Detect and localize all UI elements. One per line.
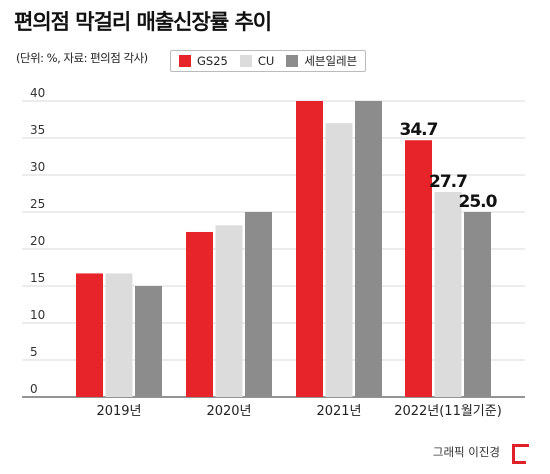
legend-swatch-seven-eleven	[286, 55, 299, 67]
x-category-label: 2020년	[206, 404, 251, 419]
bar-cu	[105, 273, 133, 397]
x-category-label: 2019년	[96, 404, 141, 419]
credit: 그래픽 이진경	[432, 445, 500, 459]
y-axis-ticks: 0 5 10 15 20 25 30 35 40	[30, 86, 45, 396]
y-tick-label: 10	[30, 308, 45, 322]
chart-title: 편의점 막걸리 매출신장률 추이	[14, 10, 272, 34]
y-tick-label: 35	[30, 123, 45, 137]
legend-label-cu: CU	[257, 54, 275, 68]
publisher-logo-icon	[512, 444, 529, 464]
bar-cu	[434, 192, 462, 397]
bar-seven-eleven	[355, 101, 382, 397]
bar-seven-eleven	[135, 286, 162, 397]
legend: GS25 CU 세븐일레븐	[170, 50, 367, 72]
bar-seven-eleven	[464, 212, 491, 397]
x-axis-categories: 2019년 2020년 2021년 2022년(11월기준)	[96, 404, 501, 419]
y-tick-label: 20	[30, 234, 45, 248]
x-category-label: 2021년	[316, 404, 361, 419]
legend-swatch-gs25	[179, 55, 191, 67]
y-tick-label: 30	[30, 160, 45, 174]
bar-gs25	[76, 273, 103, 397]
y-tick-label: 5	[30, 345, 38, 359]
legend-item-seven-eleven: 세븐일레븐	[286, 53, 357, 69]
bars	[76, 101, 491, 397]
y-tick-label: 0	[30, 382, 38, 396]
bar-cu	[325, 123, 353, 397]
legend-item-gs25: GS25	[179, 54, 228, 68]
bar-gs25	[186, 231, 213, 397]
legend-item-cu: CU	[239, 54, 275, 68]
legend-swatch-cu	[239, 55, 252, 67]
data-label: 34.7	[400, 120, 438, 140]
bar-seven-eleven	[245, 212, 272, 397]
data-label: 27.7	[429, 172, 467, 192]
x-category-label: 2022년(11월기준)	[394, 404, 502, 419]
bar-gs25	[405, 140, 432, 397]
bar-cu	[215, 225, 243, 397]
y-tick-label: 15	[30, 271, 45, 285]
y-tick-label: 25	[30, 197, 45, 211]
data-labels: 34.7 27.725.0	[400, 120, 499, 212]
y-tick-label: 40	[30, 86, 45, 100]
bar-gs25	[296, 101, 323, 397]
chart-subtitle: (단위: %, 자료: 편의점 각사)	[16, 51, 148, 65]
data-label: 25.0	[459, 192, 498, 212]
legend-label-gs25: GS25	[197, 54, 228, 68]
legend-label-seven-eleven: 세븐일레븐	[304, 54, 358, 68]
